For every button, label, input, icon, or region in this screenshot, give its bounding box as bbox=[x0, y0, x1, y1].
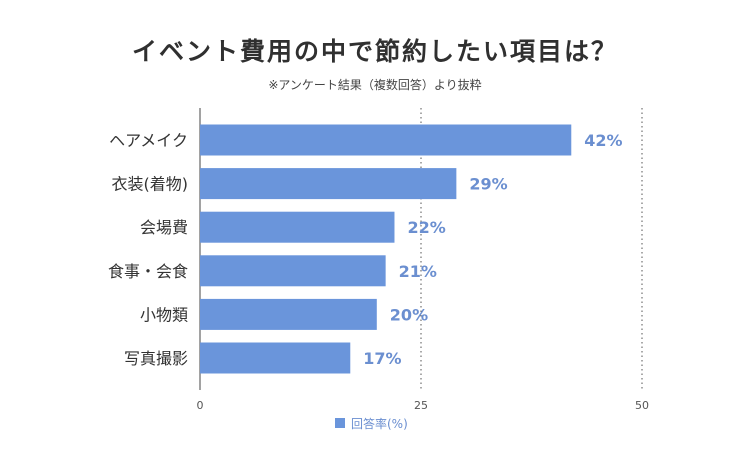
category-label: 写真撮影 bbox=[124, 349, 188, 368]
chart-subtitle: ※アンケート結果（複数回答）より抜粋 bbox=[268, 78, 482, 92]
bar bbox=[200, 298, 377, 330]
value-label: 22% bbox=[407, 218, 445, 237]
x-tick-label: 50 bbox=[635, 399, 649, 412]
x-tick-label: 25 bbox=[414, 399, 428, 412]
category-label: 衣装(着物) bbox=[112, 175, 189, 194]
bar bbox=[200, 211, 395, 243]
bar bbox=[200, 124, 572, 156]
category-label: 食事・会食 bbox=[108, 262, 188, 281]
value-label: 29% bbox=[469, 175, 507, 194]
value-label: 20% bbox=[390, 305, 428, 324]
bar bbox=[200, 342, 351, 374]
x-tick-label: 0 bbox=[197, 399, 204, 412]
value-label: 17% bbox=[363, 349, 401, 368]
chart-title: イベント費用の中で節約したい項目は？ bbox=[131, 37, 618, 66]
category-label: 会場費 bbox=[140, 218, 188, 237]
category-label: ヘアメイク bbox=[109, 131, 188, 150]
legend-swatch bbox=[335, 418, 345, 428]
bar bbox=[200, 168, 457, 200]
bar bbox=[200, 255, 386, 287]
legend-label: 回答率(%) bbox=[351, 416, 408, 431]
value-label: 21% bbox=[399, 262, 437, 281]
category-label: 小物類 bbox=[140, 305, 188, 324]
value-label: 42% bbox=[584, 131, 622, 150]
